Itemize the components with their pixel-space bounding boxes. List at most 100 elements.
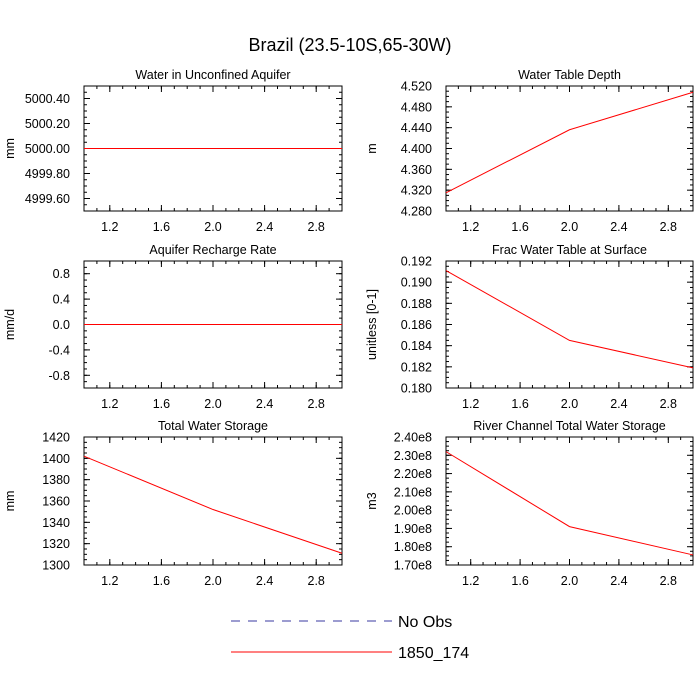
- plot-frame: [83, 436, 343, 566]
- x-tick-label: 2.0: [561, 397, 578, 411]
- y-tick-label: -0.8: [48, 369, 70, 383]
- y-tick-label: 0.0: [53, 318, 70, 332]
- y-tick-label: -0.4: [48, 343, 70, 357]
- x-tick-label: 2.4: [256, 220, 273, 234]
- y-tick-label: 1380: [42, 473, 70, 487]
- panels: Water in Unconfined Aquifer mm 1.2 1.6 2.0 2.…: [3, 68, 694, 588]
- x-tick-label: 2.0: [561, 220, 578, 234]
- y-tick-label: 1.80e8: [394, 540, 432, 554]
- figure-title: Brazil (23.5-10S,65-30W): [248, 35, 451, 55]
- y-tick-label: 0.182: [401, 360, 432, 374]
- y-tick-label: 4.440: [401, 121, 432, 135]
- x-tick-label: 2.0: [204, 220, 221, 234]
- y-tick-label: 1.70e8: [394, 559, 432, 573]
- y-tick-label: 0.188: [401, 297, 432, 311]
- y-tick-label: 0.190: [401, 276, 432, 290]
- y-tick-label: 2.30e8: [394, 449, 432, 463]
- chart-panel-5: Total Water Storage mm 1.2 1.6 2.0 2.4 2.8 1300…: [3, 419, 343, 588]
- panel-title: Aquifer Recharge Rate: [149, 243, 276, 257]
- x-tick-label: 1.2: [462, 220, 479, 234]
- legend: No Obs 1850_174: [231, 614, 469, 662]
- series-line-1850_174: [445, 91, 694, 194]
- y-tick-label: 1400: [42, 452, 70, 466]
- x-tick-label: 2.4: [256, 397, 273, 411]
- y-tick-label: 1420: [42, 431, 70, 445]
- y-tick-label: 0.8: [53, 267, 70, 281]
- panel-title: Water Table Depth: [518, 68, 621, 82]
- y-tick-label: 0.180: [401, 382, 432, 396]
- x-tick-label: 2.8: [308, 397, 325, 411]
- x-tick-label: 2.4: [610, 397, 627, 411]
- y-axis-label: mm: [3, 491, 17, 512]
- x-tick-label: 2.4: [610, 574, 627, 588]
- chart-panel-1: Water in Unconfined Aquifer mm 1.2 1.6 2.0 2.…: [3, 68, 343, 234]
- y-tick-label: 4.280: [401, 205, 432, 219]
- y-tick-label: 4999.60: [25, 192, 70, 206]
- y-tick-label: 2.00e8: [394, 504, 432, 518]
- chart-panel-4: Frac Water Table at Surface unitless [0-1…: [365, 243, 694, 411]
- series-line-1850_174: [445, 451, 694, 556]
- x-tick-label: 1.2: [101, 574, 118, 588]
- plot-frame: [445, 85, 694, 212]
- x-tick-label: 2.8: [660, 220, 677, 234]
- y-tick-label: 0.4: [53, 293, 70, 307]
- x-tick-label: 1.6: [153, 574, 170, 588]
- x-tick-label: 1.6: [511, 397, 528, 411]
- y-axis-label: mm/d: [3, 309, 17, 340]
- y-axis-label: unitless [0-1]: [365, 289, 379, 360]
- y-tick-label: 1360: [42, 495, 70, 509]
- panel-title: Water in Unconfined Aquifer: [135, 68, 290, 82]
- x-tick-label: 1.2: [462, 574, 479, 588]
- y-tick-label: 4.520: [401, 80, 432, 94]
- panel-title: Total Water Storage: [158, 419, 268, 433]
- y-tick-label: 0.184: [401, 339, 432, 353]
- y-tick-label: 1340: [42, 516, 70, 530]
- series-line-1850_174: [445, 270, 694, 369]
- x-tick-label: 2.4: [256, 574, 273, 588]
- chart-panel-3: Aquifer Recharge Rate mm/d 1.2 1.6 2.0 2.4 2.8…: [3, 243, 343, 411]
- x-tick-label: 1.6: [153, 397, 170, 411]
- series-line-1850_174: [83, 455, 343, 554]
- y-tick-label: 5000.00: [25, 142, 70, 156]
- x-tick-label: 2.0: [561, 574, 578, 588]
- x-tick-label: 2.0: [204, 574, 221, 588]
- panel-title: Frac Water Table at Surface: [492, 243, 647, 257]
- y-tick-label: 4.480: [401, 100, 432, 114]
- y-tick-label: 1300: [42, 559, 70, 573]
- y-tick-label: 4999.80: [25, 167, 70, 181]
- x-tick-label: 1.6: [153, 220, 170, 234]
- plot-frame: [445, 436, 694, 566]
- legend-model-label: 1850_174: [398, 645, 469, 662]
- y-tick-label: 1320: [42, 537, 70, 551]
- x-tick-label: 1.2: [101, 397, 118, 411]
- y-tick-label: 4.400: [401, 142, 432, 156]
- legend-obs-label: No Obs: [398, 614, 452, 631]
- y-tick-label: 5000.40: [25, 92, 70, 106]
- x-tick-label: 2.8: [660, 397, 677, 411]
- y-tick-label: 2.40e8: [394, 431, 432, 445]
- y-axis-label: m: [365, 143, 379, 153]
- panel-title: River Channel Total Water Storage: [473, 419, 666, 433]
- x-tick-label: 1.2: [462, 397, 479, 411]
- x-tick-label: 1.6: [511, 220, 528, 234]
- x-tick-label: 2.8: [308, 220, 325, 234]
- x-tick-label: 1.6: [511, 574, 528, 588]
- x-tick-label: 2.4: [610, 220, 627, 234]
- y-tick-label: 4.320: [401, 184, 432, 198]
- y-axis-label: m3: [365, 492, 379, 509]
- y-tick-label: 2.20e8: [394, 467, 432, 481]
- chart-panel-2: Water Table Depth m 1.2 1.6 2.0 2.4 2.8 4.280 4.…: [365, 68, 694, 234]
- chart-panel-6: River Channel Total Water Storage m3 1.2 1.…: [365, 419, 694, 588]
- x-tick-label: 2.8: [660, 574, 677, 588]
- x-tick-label: 2.0: [204, 397, 221, 411]
- plot-frame: [445, 260, 694, 389]
- x-tick-label: 2.8: [308, 574, 325, 588]
- y-tick-label: 4.360: [401, 163, 432, 177]
- y-tick-label: 5000.20: [25, 117, 70, 131]
- y-tick-label: 0.186: [401, 318, 432, 332]
- y-tick-label: 2.10e8: [394, 485, 432, 499]
- y-axis-label: mm: [3, 138, 17, 159]
- y-tick-label: 1.90e8: [394, 522, 432, 536]
- y-tick-label: 0.192: [401, 255, 432, 269]
